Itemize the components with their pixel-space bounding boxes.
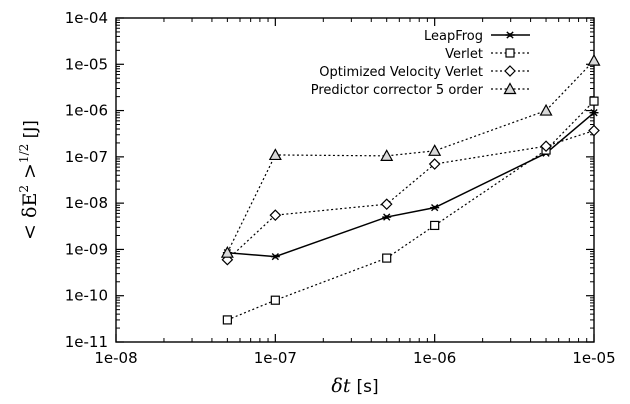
square-marker: [222, 315, 232, 325]
star-marker: [505, 31, 515, 39]
y-tick-label: 1e-11: [65, 333, 108, 351]
x-axis-unit: [s]: [356, 377, 378, 397]
y-axis-label: < δE2 >1/2 [J]: [17, 120, 41, 240]
legend: LeapFrog Verlet Optimized Velocity Verlet P…: [311, 29, 530, 98]
diamond-marker: [504, 65, 516, 77]
square-marker: [382, 253, 392, 263]
x-tick-label: 1e-07: [254, 349, 297, 367]
x-tick-label: 1e-05: [572, 349, 615, 367]
y-tick-label: 1e-10: [65, 287, 108, 305]
square-marker: [505, 48, 515, 58]
triangle-marker: [268, 148, 282, 161]
star-marker: [270, 252, 280, 261]
square-marker: [270, 295, 280, 305]
series-line: [226, 60, 595, 253]
star-marker: [430, 203, 440, 212]
x-axis-symbol: δt: [331, 375, 350, 397]
axis-ticks: 1e-08 1e-07 1e-06 1e-05 1e-11 1e-10 1e-09 1e-08…: [65, 9, 616, 367]
square-marker: [589, 96, 599, 106]
diamond-marker: [380, 198, 393, 211]
diamond-marker: [540, 140, 552, 153]
x-axis-label: δt [s]: [331, 375, 378, 397]
diamond-marker: [428, 158, 441, 170]
y-axis-unit: [J]: [21, 120, 41, 144]
series-line: [227, 112, 595, 258]
triangle-marker: [539, 103, 553, 116]
y-tick-label: 1e-07: [65, 148, 108, 166]
triangle-marker: [503, 82, 517, 95]
legend-label: Predictor corrector 5 order: [311, 83, 484, 98]
y-tick-label: 1e-05: [65, 55, 108, 73]
star-marker: [589, 109, 599, 117]
y-axis-lhs: < δE: [19, 193, 41, 240]
star-marker: [382, 213, 392, 221]
y-tick-label: 1e-08: [65, 194, 108, 212]
square-marker: [430, 220, 440, 231]
series-square: [222, 96, 599, 325]
legend-label: LeapFrog: [424, 29, 483, 44]
triangle-marker: [220, 245, 234, 258]
y-tick-label: 1e-04: [65, 9, 108, 27]
triangle-marker: [380, 149, 394, 161]
legend-label: Optimized Velocity Verlet: [319, 65, 483, 80]
x-tick-label: 1e-06: [413, 349, 456, 367]
series-triangle: [220, 53, 601, 258]
diamond-marker: [588, 124, 600, 137]
series-line: [226, 129, 595, 261]
y-tick-label: 1e-09: [65, 240, 108, 258]
y-axis-rhs: >: [19, 163, 41, 185]
triangle-marker: [428, 144, 442, 156]
triangle-marker: [587, 53, 601, 66]
diamond-marker: [221, 253, 234, 266]
y-axis-exp: 2: [17, 185, 31, 193]
diamond-marker: [269, 209, 282, 222]
y-tick-label: 1e-06: [65, 102, 108, 120]
x-tick-label: 1e-08: [94, 349, 137, 367]
legend-label: Verlet: [445, 47, 483, 62]
series-line: [227, 100, 595, 321]
plot-frame: [115, 17, 595, 343]
series-group: [220, 53, 601, 325]
series-diamond: [221, 124, 600, 266]
y-axis-power: 1/2: [17, 144, 31, 163]
